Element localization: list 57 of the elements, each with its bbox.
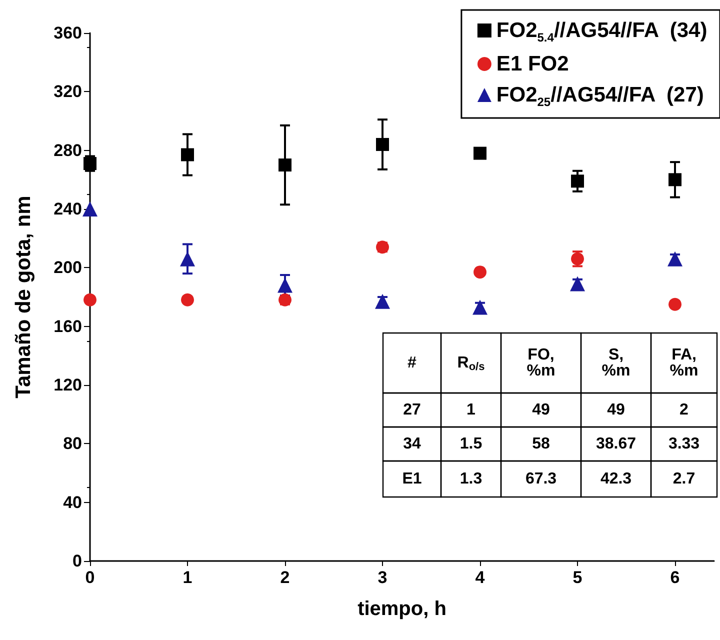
y-tick-label: 40 bbox=[63, 492, 82, 512]
point bbox=[84, 293, 96, 306]
point bbox=[181, 293, 194, 306]
y-tick-label: 320 bbox=[54, 82, 82, 102]
annotation: S, %m bbox=[602, 346, 630, 380]
y-tick-label: 80 bbox=[63, 434, 82, 454]
annotation: 67.3 bbox=[525, 470, 557, 488]
annotation: 49 bbox=[532, 402, 550, 418]
annotation: # bbox=[408, 354, 417, 372]
point bbox=[376, 138, 389, 151]
point bbox=[82, 202, 98, 216]
annotation: FO, %m bbox=[526, 346, 556, 380]
annotation: 58 bbox=[532, 436, 550, 452]
x-tick-label: 3 bbox=[378, 568, 388, 587]
y-tick-label: 360 bbox=[54, 24, 82, 42]
point bbox=[472, 300, 488, 315]
point bbox=[668, 251, 682, 266]
point bbox=[181, 148, 194, 162]
annotation: 42.3 bbox=[600, 470, 632, 488]
point bbox=[570, 276, 585, 292]
y-tick-label: 280 bbox=[54, 140, 82, 160]
point bbox=[84, 157, 96, 170]
annotation: 3.33 bbox=[668, 436, 700, 452]
x-tick-label: 5 bbox=[572, 568, 582, 587]
point bbox=[278, 293, 292, 306]
y-axis-title: Tamaño de gota, nm bbox=[12, 196, 35, 398]
annotation: 1.3 bbox=[460, 470, 482, 488]
y-tick-label: 240 bbox=[54, 200, 82, 218]
annotation: 1.5 bbox=[460, 436, 482, 452]
annotation: 27 bbox=[403, 402, 421, 418]
point bbox=[474, 266, 486, 279]
x-tick-label: 0 bbox=[85, 568, 95, 587]
point bbox=[375, 294, 390, 309]
annotation: 49 bbox=[607, 402, 625, 418]
point bbox=[571, 174, 584, 188]
point bbox=[668, 298, 682, 311]
annotation: 2.7 bbox=[672, 470, 696, 488]
y-tick-label: 200 bbox=[54, 258, 82, 278]
y-tick-label: 160 bbox=[54, 316, 82, 336]
x-tick-label: 4 bbox=[475, 568, 486, 587]
x-tick-label: 1 bbox=[182, 568, 192, 587]
point bbox=[278, 278, 292, 293]
point bbox=[278, 158, 292, 172]
annotation: 1 bbox=[466, 402, 476, 418]
annotation: FA, %m bbox=[670, 346, 698, 380]
annotation: 38.67 bbox=[596, 436, 636, 452]
x-tick-label: 2 bbox=[280, 568, 290, 587]
y-tick-label: 120 bbox=[54, 376, 82, 394]
annotation: 34 bbox=[403, 436, 421, 452]
point bbox=[668, 173, 682, 186]
annotation: E1 bbox=[402, 470, 422, 488]
annotation: 2 bbox=[680, 402, 689, 418]
x-axis-title: tiempo, h bbox=[358, 598, 446, 620]
point bbox=[474, 146, 486, 160]
legend-label: E1 FO2 bbox=[496, 52, 569, 76]
y-tick-label: 0 bbox=[72, 552, 82, 570]
x-tick-label: 6 bbox=[670, 568, 680, 587]
